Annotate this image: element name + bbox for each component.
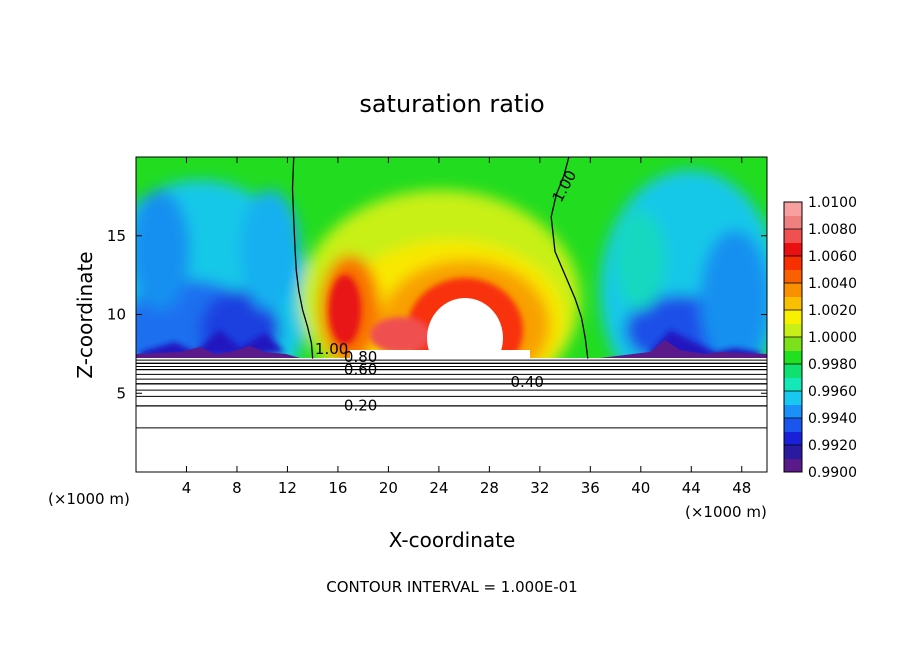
x-tick-label: 12 bbox=[278, 479, 297, 497]
x-tick-label: 36 bbox=[581, 479, 600, 497]
x-tick-label: 16 bbox=[328, 479, 347, 497]
colorbar-tick-label: 1.0020 bbox=[808, 303, 857, 319]
colorbar-swatch bbox=[784, 458, 802, 473]
y-axis-label: Z-coordinate bbox=[73, 251, 97, 378]
contour-label: 0.20 bbox=[344, 397, 377, 415]
colorbar-tick-label: 1.0080 bbox=[808, 222, 857, 238]
colorbar-tick-label: 0.9980 bbox=[808, 357, 857, 373]
colorbar-tick-label: 1.0100 bbox=[808, 195, 857, 211]
colorbar-swatch bbox=[784, 404, 802, 419]
chart-title: saturation ratio bbox=[359, 90, 544, 118]
colorbar-tick-label: 0.9960 bbox=[808, 384, 857, 400]
colorbar-swatch bbox=[784, 323, 802, 338]
y-tick-label: 15 bbox=[107, 227, 126, 245]
contour-interval-note: CONTOUR INTERVAL = 1.000E-01 bbox=[326, 578, 577, 596]
colorbar-tick-label: 0.9900 bbox=[808, 465, 857, 481]
x-tick-label: 40 bbox=[631, 479, 650, 497]
colorbar-tick-label: 1.0040 bbox=[808, 276, 857, 292]
x-tick-label: 8 bbox=[232, 479, 242, 497]
colorbar-swatch bbox=[784, 445, 802, 459]
x-tick-label: 32 bbox=[530, 479, 549, 497]
contour-layer bbox=[136, 157, 767, 429]
y-tick-label: 5 bbox=[116, 384, 126, 402]
colorbar-swatch bbox=[784, 283, 802, 297]
contour-line bbox=[291, 157, 314, 359]
x-tick-label: 28 bbox=[480, 479, 499, 497]
heatmap-field bbox=[136, 157, 767, 472]
contour-line bbox=[550, 157, 589, 359]
x-tick-label: 44 bbox=[682, 479, 701, 497]
contour-label: 0.80 bbox=[344, 348, 377, 366]
x-tick-label: 24 bbox=[429, 479, 448, 497]
colorbar-tick-label: 1.0060 bbox=[808, 249, 857, 265]
x-unit-label-right: (×1000 m) bbox=[685, 503, 767, 521]
contour-label: 0.60 bbox=[344, 360, 377, 378]
contour-label: 1.00 bbox=[315, 340, 348, 358]
y-tick-label: 10 bbox=[107, 306, 126, 324]
colorbar-tick-label: 1.0000 bbox=[808, 330, 857, 346]
colorbar-swatch bbox=[784, 377, 802, 392]
colorbar-swatch bbox=[784, 229, 802, 243]
x-tick-label: 20 bbox=[379, 479, 398, 497]
y-axis-ticks: 5 10 15 bbox=[107, 227, 767, 402]
colorbar-tick-label: 0.9940 bbox=[808, 411, 857, 427]
colorbar-swatch bbox=[784, 364, 802, 378]
colorbar-tick-label: 0.9920 bbox=[808, 438, 857, 454]
x-axis-label: X-coordinate bbox=[389, 528, 516, 552]
colorbar-swatch bbox=[784, 418, 802, 432]
contour-label: 0.40 bbox=[511, 373, 544, 391]
x-tick-label: 4 bbox=[182, 479, 192, 497]
colorbar-swatch bbox=[784, 337, 802, 351]
x-tick-label: 48 bbox=[732, 479, 751, 497]
colorbar-swatch bbox=[784, 215, 802, 230]
colorbar bbox=[783, 201, 803, 473]
x-unit-label-left: (×1000 m) bbox=[48, 490, 130, 508]
colorbar-swatch bbox=[784, 431, 802, 446]
colorbar-tick-labels: 1.0100 1.0080 1.0060 1.0040 1.0020 1.0000 0.99… bbox=[808, 195, 857, 481]
colorbar-swatch bbox=[784, 350, 802, 365]
colorbar-swatch bbox=[784, 202, 802, 216]
colorbar-swatch bbox=[784, 296, 802, 311]
colorbar-swatch bbox=[784, 256, 802, 270]
colorbar-swatch bbox=[784, 269, 802, 284]
colorbar-swatch bbox=[784, 391, 802, 405]
x-axis-ticks: 4 8 12 16 20 24 28 32 36 40 44 48 bbox=[182, 157, 751, 497]
colorbar-swatch bbox=[784, 242, 802, 257]
colorbar-swatch bbox=[784, 310, 802, 324]
